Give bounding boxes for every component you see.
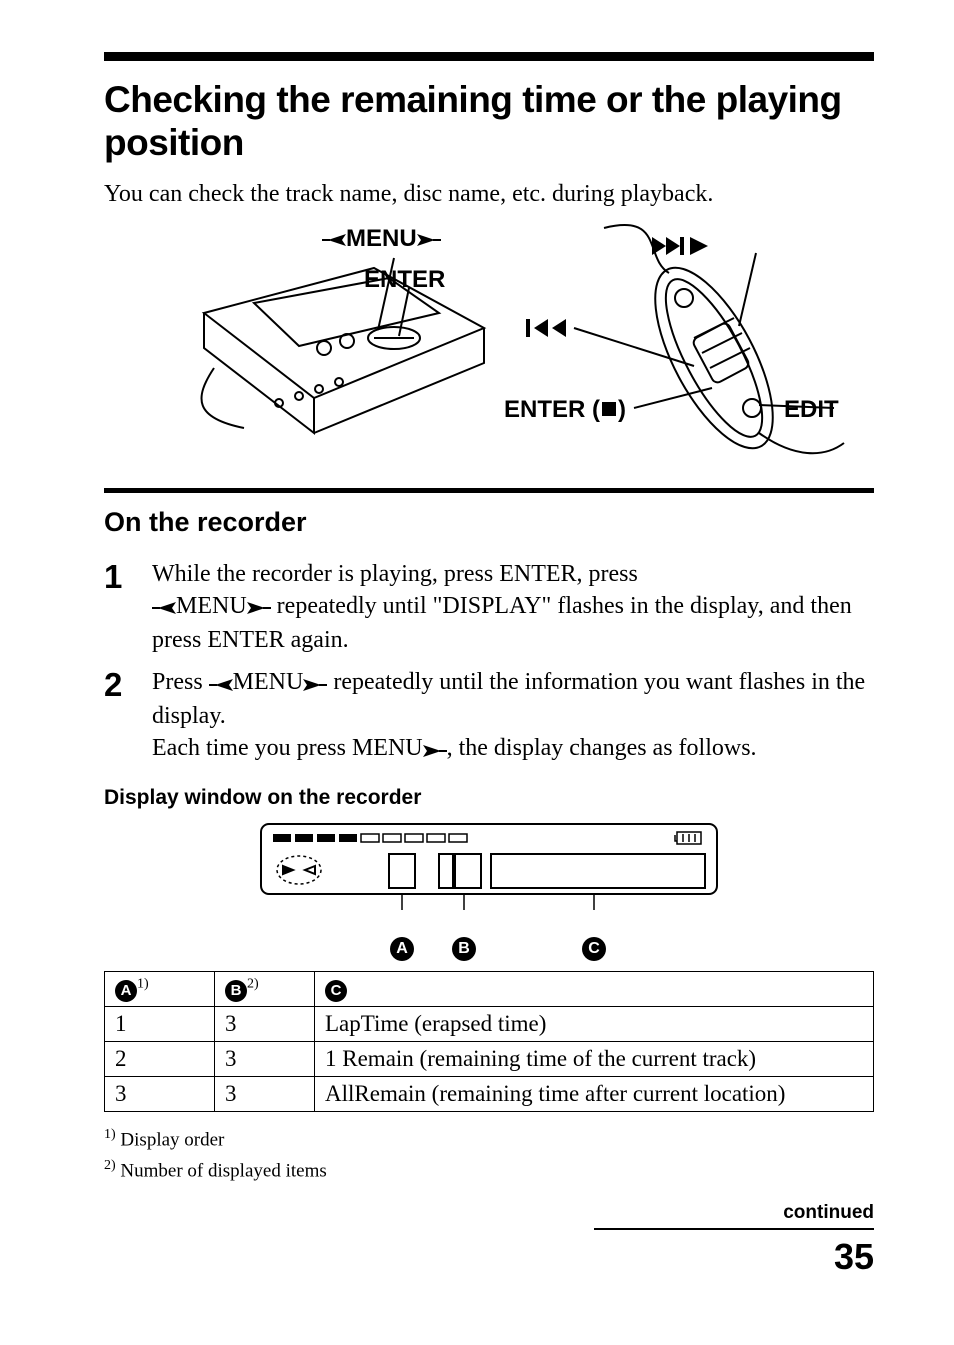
display-window-svg xyxy=(259,822,719,932)
step-2-text-b: MENU xyxy=(233,669,304,695)
footnote-2-text: Number of displayed items xyxy=(116,1160,327,1181)
table-header-row: A1) B2) C xyxy=(105,972,874,1007)
header-c-circle: C xyxy=(325,980,347,1002)
table-header-a: A1) xyxy=(105,972,215,1007)
bottom-rule xyxy=(594,1228,874,1230)
step-2-text-d: Each time you press MENU xyxy=(152,735,423,761)
footnote-2: 2) Number of displayed items xyxy=(104,1155,874,1186)
marker-c: C xyxy=(582,937,606,961)
intro-text: You can check the track name, disc name,… xyxy=(104,181,874,208)
device-illustration: MENU ENTER ENTER () EDIT xyxy=(104,218,874,478)
menu-right-arrow-icon xyxy=(417,230,441,248)
label-prev-icon xyxy=(526,316,568,347)
footnote-2-label: 2) xyxy=(104,1158,116,1173)
header-a-sup: 1) xyxy=(137,976,149,991)
step-1-body: While the recorder is playing, press ENT… xyxy=(152,558,874,656)
right-arrow-icon xyxy=(423,743,447,759)
table-header-b: B2) xyxy=(215,972,315,1007)
page-title: Checking the remaining time or the playi… xyxy=(104,79,874,165)
display-window-figure: A B C xyxy=(259,822,719,959)
table-row: 3 3 AllRemain (remaining time after curr… xyxy=(105,1077,874,1112)
next-play-icon xyxy=(652,234,708,258)
step-1-text-a: While the recorder is playing, press ENT… xyxy=(152,561,638,587)
continued-label: continued xyxy=(104,1202,874,1224)
menu-arrows-inline-r xyxy=(247,591,271,623)
step-2-text-e: , the display changes as follows. xyxy=(447,735,757,761)
label-menu-text: MENU xyxy=(346,225,417,252)
cell-c: 1 Remain (remaining time of the current … xyxy=(315,1042,874,1077)
manual-page: Checking the remaining time or the playi… xyxy=(0,0,954,1308)
label-enter-stop: ENTER () xyxy=(504,396,626,424)
label-enter: ENTER xyxy=(364,266,445,294)
header-b-circle: B xyxy=(225,980,247,1002)
cell-a: 1 xyxy=(105,1007,215,1042)
cell-a: 2 xyxy=(105,1042,215,1077)
step-2: 2 Press MENU repeatedly until the inform… xyxy=(104,666,874,766)
menu-left-arrow-icon xyxy=(322,230,346,248)
step-1: 1 While the recorder is playing, press E… xyxy=(104,558,874,656)
label-next-icon xyxy=(652,234,708,265)
cell-c: LapTime (erapsed time) xyxy=(315,1007,874,1042)
page-number: 35 xyxy=(104,1236,874,1278)
top-rule xyxy=(104,52,874,61)
menu-arrows-inline xyxy=(152,591,176,623)
right-arrow-icon xyxy=(303,677,327,693)
left-arrow-icon xyxy=(209,677,233,693)
right-arrow-icon xyxy=(247,600,271,616)
label-enter-stop-end: ) xyxy=(618,396,626,423)
cell-a: 3 xyxy=(105,1077,215,1112)
footnote-1: 1) Display order xyxy=(104,1124,874,1155)
label-edit: EDIT xyxy=(784,396,839,424)
marker-b: B xyxy=(452,937,476,961)
header-b-sup: 2) xyxy=(247,976,259,991)
table-header-c: C xyxy=(315,972,874,1007)
header-a-circle: A xyxy=(115,980,137,1002)
marker-a: A xyxy=(390,937,414,961)
display-table: A1) B2) C 1 3 LapTime (erapsed time) 2 3… xyxy=(104,971,874,1112)
cell-b: 3 xyxy=(215,1007,315,1042)
menu-arrows-inline-2r xyxy=(303,668,327,700)
step-1-text-b: MENU xyxy=(176,593,247,619)
left-arrow-icon xyxy=(152,600,176,616)
step-2-body: Press MENU repeatedly until the informat… xyxy=(152,666,874,766)
footnotes: 1) Display order 2) Number of displayed … xyxy=(104,1124,874,1186)
cell-c: AllRemain (remaining time after current … xyxy=(315,1077,874,1112)
stop-icon xyxy=(600,400,618,418)
label-menu: MENU xyxy=(322,225,441,253)
cell-b: 3 xyxy=(215,1042,315,1077)
prev-icon xyxy=(526,316,568,340)
mid-rule xyxy=(104,488,874,493)
cell-b: 3 xyxy=(215,1077,315,1112)
footnote-1-label: 1) xyxy=(104,1127,116,1142)
table-row: 2 3 1 Remain (remaining time of the curr… xyxy=(105,1042,874,1077)
menu-right-only xyxy=(423,734,447,766)
display-window-heading: Display window on the recorder xyxy=(104,786,874,810)
label-enter-stop-text: ENTER ( xyxy=(504,396,600,423)
step-2-text-a: Press xyxy=(152,669,209,695)
section-on-recorder: On the recorder xyxy=(104,507,874,538)
footnote-1-text: Display order xyxy=(116,1129,225,1150)
device-svg xyxy=(104,218,874,478)
table-row: 1 3 LapTime (erapsed time) xyxy=(105,1007,874,1042)
menu-arrows-inline-2l xyxy=(209,668,233,700)
step-1-number: 1 xyxy=(104,558,152,593)
step-2-number: 2 xyxy=(104,666,152,701)
